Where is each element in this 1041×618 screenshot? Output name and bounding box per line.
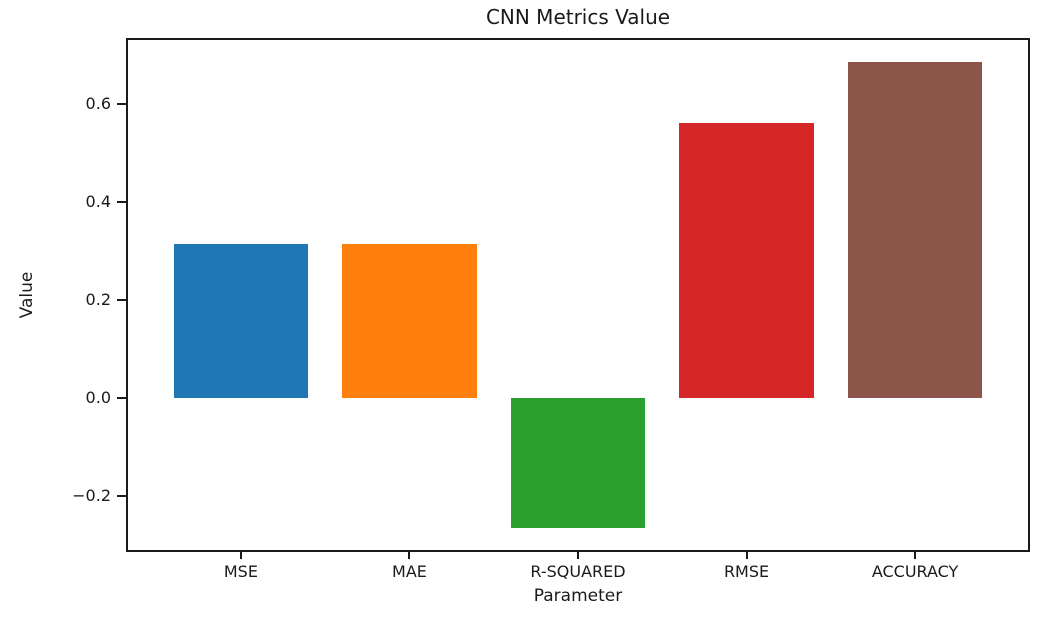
x-tick-mark [239,550,242,559]
y-tick-mark [117,200,126,203]
y-tick-mark [117,298,126,301]
y-axis-label: Value [17,271,37,319]
x-tick-mark [914,550,917,559]
chart-title: CNN Metrics Value [485,5,671,29]
bar-mse [173,243,309,398]
y-tick-mark [117,396,126,399]
x-tick-mark [745,550,748,559]
x-tick-label: R-SQUARED [530,562,626,581]
x-tick-label: MSE [223,562,258,581]
y-tick-label: 0.4 [85,191,111,211]
x-axis-label: Parameter [533,586,623,606]
y-tick-mark [117,102,126,105]
x-tick-mark [577,550,579,559]
y-tick-mark [117,495,126,498]
y-tick-label: 0.2 [85,289,111,309]
bar-rmse [679,123,814,398]
x-tick-label: MAE [392,562,427,581]
bar-r-squared [510,397,646,528]
bar-mae [342,243,477,398]
bar-accuracy [847,62,983,398]
y-tick-label: 0.6 [85,93,111,113]
x-tick-label: RMSE [723,562,770,581]
y-tick-label: 0.0 [85,387,111,407]
y-tick-label: −0.2 [72,486,111,506]
x-tick-mark [408,550,411,559]
x-tick-label: ACCURACY [871,562,959,581]
